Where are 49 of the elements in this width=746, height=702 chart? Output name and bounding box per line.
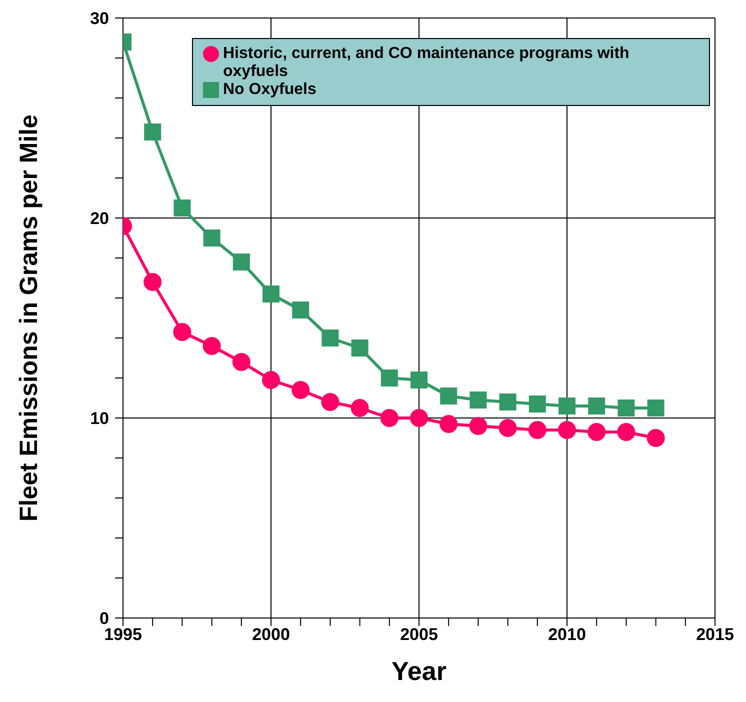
point: [647, 400, 664, 416]
point: [469, 417, 488, 435]
point: [558, 398, 576, 414]
y-tick-label: 0: [100, 609, 109, 628]
y-axis-title: Fleet Emissions in Grams per Mile: [14, 114, 43, 522]
point: [232, 353, 250, 371]
point: [470, 392, 487, 408]
point: [380, 370, 398, 386]
point: [380, 409, 398, 427]
point: [144, 124, 162, 140]
point: [202, 337, 221, 355]
legend-label: Historic, current, and CO maintenance programs with oxyfuels: [223, 45, 630, 81]
point: [588, 398, 606, 414]
point: [440, 415, 458, 433]
x-axis-title: Year: [392, 656, 446, 686]
point: [203, 230, 220, 246]
point: [173, 323, 192, 341]
point: [232, 254, 250, 270]
point: [558, 421, 576, 439]
point: [262, 286, 280, 302]
point: [292, 381, 310, 399]
x-tick-label: 2000: [252, 625, 290, 644]
point: [410, 409, 428, 427]
point: [499, 394, 516, 410]
point: [617, 423, 636, 441]
point: [321, 393, 340, 411]
point: [292, 302, 310, 318]
point: [144, 273, 162, 291]
point: [410, 372, 428, 388]
x-tick-label: 2005: [400, 625, 438, 644]
legend-label: No Oxyfuels: [223, 81, 318, 99]
point: [618, 400, 635, 416]
point: [322, 330, 339, 346]
point: [498, 419, 517, 437]
point: [262, 371, 280, 389]
x-tick-label: 2015: [696, 625, 734, 644]
x-tick-label: 2010: [548, 625, 586, 644]
point: [646, 429, 665, 447]
y-tick-label: 10: [90, 409, 109, 428]
y-tick-label: 20: [90, 209, 109, 228]
point: [440, 388, 458, 404]
point: [174, 200, 191, 216]
point: [351, 340, 368, 356]
point: [588, 423, 606, 441]
y-tick-label: 30: [90, 9, 109, 28]
point: [350, 399, 369, 417]
x-tick-label: 1995: [104, 625, 142, 644]
point: [528, 421, 546, 439]
point: [528, 396, 546, 412]
